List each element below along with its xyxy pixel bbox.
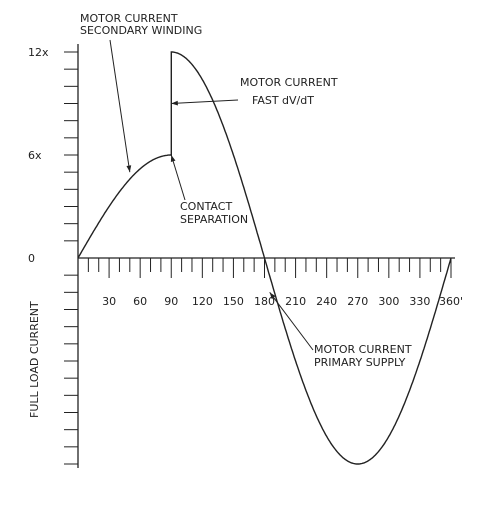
leader-contact <box>170 154 186 201</box>
annotation-fastdvdt-line2: FAST dV/dT <box>252 94 314 107</box>
leader-primary <box>269 292 314 351</box>
x-tick-label: 210 <box>285 295 306 308</box>
y-tick-label: 6x <box>28 149 42 162</box>
annotation-contact-line2: SEPARATION <box>180 213 248 226</box>
x-tick-label: 180 <box>254 295 275 308</box>
ticks: 12x 6x 0 30 60 90 120 150 180 210 240 270 300 330 360' <box>28 46 463 465</box>
x-tick-label: 300 <box>378 295 399 308</box>
x-tick-label: 120 <box>192 295 213 308</box>
x-tick-label: 30 <box>102 295 116 308</box>
annotation-secondary-line1: MOTOR CURRENT <box>80 12 178 25</box>
x-tick-label: 270 <box>347 295 368 308</box>
x-tick-label: 60 <box>133 295 147 308</box>
annotation-contact-line1: CONTACT <box>180 200 232 213</box>
x-tick-label: 360' <box>439 295 463 308</box>
leader-secondary <box>109 39 131 173</box>
x-tick-label: 240 <box>316 295 337 308</box>
annotations <box>109 39 314 351</box>
current-waveform-line <box>77 51 452 465</box>
annotation-secondary-line2: SECONDARY WINDING <box>80 24 202 37</box>
annotation-fastdvdt-line1: MOTOR CURRENT <box>240 76 338 89</box>
x-tick-label: 150 <box>223 295 244 308</box>
y-tick-label: 12x <box>28 46 49 59</box>
annotation-primary-line1: MOTOR CURRENT <box>314 343 412 356</box>
annotation-primary-line2: PRIMARY SUPPLY <box>314 356 406 369</box>
y-axis-label: FULL LOAD CURRENT <box>28 301 41 418</box>
leader-contact-arrowhead <box>170 155 176 162</box>
x-tick-label: 330 <box>409 295 430 308</box>
curve <box>77 51 452 465</box>
x-tick-label: 90 <box>164 295 178 308</box>
leader-secondary-arrowhead <box>126 165 132 173</box>
leader-fastdvdt-arrowhead <box>171 100 178 106</box>
leader-fastdvdt <box>171 99 239 104</box>
leader-primary-arrowhead <box>269 292 276 300</box>
axes <box>77 44 455 468</box>
y-tick-label: 0 <box>28 252 35 265</box>
